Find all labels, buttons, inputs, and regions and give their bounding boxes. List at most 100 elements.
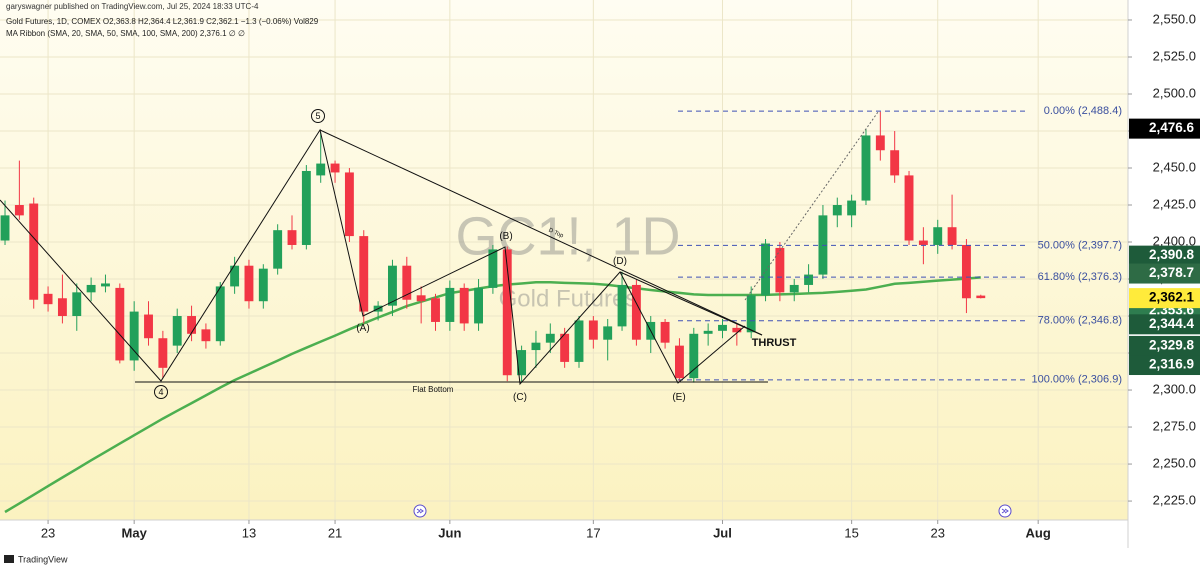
candle-body <box>43 293 53 305</box>
candle-body <box>517 350 527 376</box>
y-tick-label: 2,550.0 <box>1153 11 1196 26</box>
fib-label: 61.80% (2,376.3) <box>1038 271 1122 283</box>
candle-body <box>416 295 426 302</box>
y-tick-label: 2,275.0 <box>1153 418 1196 433</box>
event-arrow <box>416 508 424 514</box>
flat-bottom-label: Flat Bottom <box>413 385 454 394</box>
annotations: 0.00% (2,488.4) 50.00% (2,397.7) 61.80% (2… <box>0 105 1122 403</box>
candle-body <box>101 283 110 287</box>
candle-body <box>890 150 900 176</box>
candle-body <box>904 175 914 241</box>
candle-body <box>301 170 311 245</box>
y-tick-label: 2,225.0 <box>1153 492 1196 507</box>
candle-body <box>545 333 555 343</box>
x-tick-label: 17 <box>586 525 600 540</box>
candle-body <box>402 265 412 300</box>
candle-body <box>330 163 340 173</box>
candle-body <box>187 316 197 334</box>
candle-body <box>976 295 986 299</box>
price-label-box <box>1129 355 1200 376</box>
candle-body <box>445 287 455 322</box>
y-tick-label: 2,525.0 <box>1153 48 1196 63</box>
candle-body <box>14 205 24 216</box>
candle-body <box>804 274 814 285</box>
candle-body <box>631 284 641 340</box>
x-tick-label: Jun <box>438 525 461 540</box>
price-label-box <box>1129 263 1200 284</box>
wave-label: 5 <box>315 111 320 121</box>
y-tick-label: 2,300.0 <box>1153 381 1196 396</box>
price-label: 2,362.1 <box>1149 290 1195 305</box>
candle-body <box>230 265 240 287</box>
marks <box>0 111 986 514</box>
x-tick-label: 21 <box>328 525 342 540</box>
price-label: 2,344.4 <box>1149 316 1195 331</box>
price-label-box <box>1129 335 1200 356</box>
candle-body <box>57 298 67 317</box>
wave-label: (B) <box>499 231 512 242</box>
candle-body <box>603 326 613 340</box>
fib-label: 100.00% (2,306.9) <box>1031 374 1122 386</box>
candle-body <box>947 227 957 245</box>
candle-body <box>689 333 699 379</box>
candle-body <box>488 249 498 288</box>
symbol-legend: Gold Futures, 1D, COMEX O2,363.8 H2,364.… <box>6 17 319 26</box>
fib-label: 50.00% (2,397.7) <box>1038 239 1122 251</box>
candle-body <box>474 287 483 324</box>
candle-body <box>746 295 756 333</box>
plot-bg <box>0 0 1128 520</box>
candle-body <box>244 265 254 302</box>
candle-body <box>344 172 354 237</box>
candle-body <box>158 338 168 368</box>
x-tick-label: May <box>122 525 148 540</box>
candle-body <box>588 320 598 340</box>
candle-body <box>617 284 627 327</box>
price-label: 2,390.8 <box>1149 247 1195 262</box>
footer-logo: TradingView <box>4 554 68 564</box>
candle-body <box>789 284 799 293</box>
price-label-box <box>1129 314 1200 335</box>
candle-body <box>388 265 397 306</box>
candle-body <box>703 330 713 334</box>
wave-label: (D) <box>613 256 627 267</box>
price-label: 2,329.8 <box>1149 337 1195 352</box>
x-tick-label: Aug <box>1026 525 1051 540</box>
event-icon[interactable] <box>413 504 427 518</box>
candle-body <box>29 203 39 300</box>
candle-body <box>215 286 225 342</box>
wave-label: (A) <box>356 323 369 334</box>
event-icon[interactable] <box>998 504 1012 518</box>
candle-body <box>258 268 268 302</box>
watermark-name: Gold Futures <box>499 285 638 312</box>
footer-text: TradingView <box>18 554 68 564</box>
candle-body <box>961 244 971 299</box>
candle-body <box>172 316 182 346</box>
event-arrow <box>1001 508 1009 514</box>
logo-mark <box>4 555 14 563</box>
x-tick-label: Jul <box>713 525 732 540</box>
wave-circle <box>311 109 325 123</box>
price-label-box <box>1129 245 1200 266</box>
fib-label: 0.00% (2,488.4) <box>1044 105 1122 117</box>
y-tick-label: 2,250.0 <box>1153 455 1196 470</box>
price-label: 2,316.9 <box>1149 357 1194 372</box>
candle-body <box>431 298 440 322</box>
candle-body <box>660 321 670 343</box>
candle-body <box>674 345 684 379</box>
x-tick-label: 23 <box>41 525 55 540</box>
candle-body <box>574 320 584 362</box>
price-label: 2,378.7 <box>1149 265 1194 280</box>
wave-label: (C) <box>513 392 527 403</box>
candle-body <box>775 247 785 293</box>
publisher: garyswagner published on TradingView.com… <box>6 2 259 11</box>
ribbon-legend: MA Ribbon (SMA, 20, SMA, 50, SMA, 100, S… <box>6 29 245 38</box>
candle-body <box>531 342 541 351</box>
candle-body <box>0 215 10 241</box>
y-tick-label: 2,450.0 <box>1153 159 1196 174</box>
candle-body <box>847 200 857 216</box>
x-tick-label: 15 <box>844 525 858 540</box>
candle-body <box>129 311 139 361</box>
wave-circle <box>154 385 168 399</box>
y-tick-label: 2,500.0 <box>1153 85 1196 100</box>
candle-body <box>933 227 943 245</box>
